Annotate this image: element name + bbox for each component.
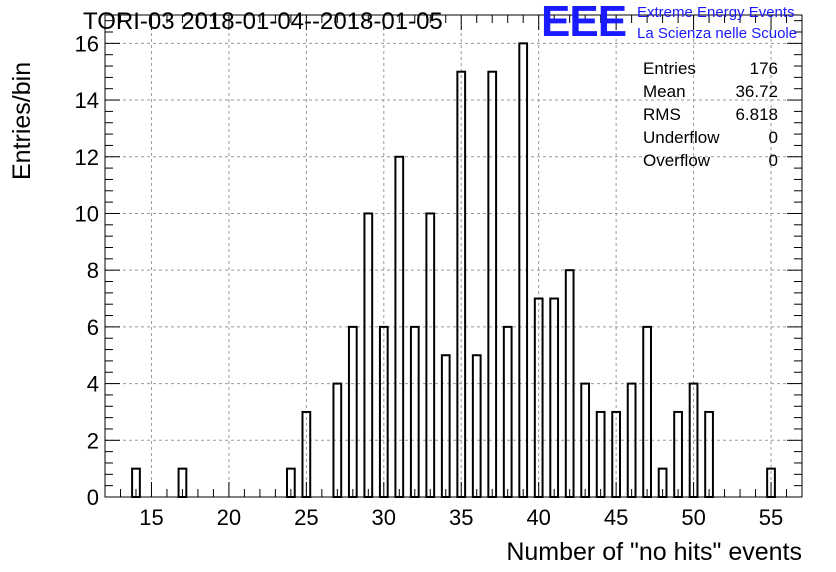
histogram-bar [425,212,436,498]
histogram-bar [363,212,374,498]
histogram-bar [595,410,606,498]
histogram-bar [502,325,513,498]
plot-frame [104,14,803,498]
histogram-bar [471,354,482,498]
x-tick-label: 25 [294,505,318,530]
histogram-bar [704,410,714,498]
x-tick-label: 30 [372,505,396,530]
y-tick-label: 4 [87,372,99,397]
x-tick-label: 45 [604,505,628,530]
y-tick-label: 10 [75,201,99,226]
eee-logo: EEE Extreme Energy Events La Scienza nel… [541,0,831,46]
stats-value-mean: 36.72 [735,82,778,101]
y-axis-label: Entries/bin [8,61,36,180]
x-axis-label: Number of "no hits" events [506,538,802,566]
stats-value-rms: 6.818 [735,105,778,124]
stats-value-overflow: 0 [768,151,778,170]
x-tick-label: 40 [526,505,550,530]
x-tick-label: 15 [139,505,163,530]
histogram-bar [549,297,560,498]
histogram-bar [347,325,358,498]
stats-label-overflow: Overflow [643,151,711,170]
stats-label-mean: Mean [643,82,686,101]
y-tick-label: 2 [87,428,99,453]
y-tick-label: 0 [87,485,99,510]
histogram-bar [440,354,451,498]
axis-tick-labels: 15 20 25 30 35 40 45 50 55 0 2 4 6 8 10 12 14 16 [75,31,784,530]
x-tick-label: 35 [449,505,473,530]
histogram-bar [642,325,652,498]
histogram-bar [487,70,498,499]
y-tick-label: 14 [75,88,99,113]
stats-label-entries: Entries [643,59,696,78]
x-tick-label: 50 [681,505,705,530]
stats-label-underflow: Underflow [643,128,720,147]
stats-label-rms: RMS [643,105,681,124]
chart-title: TORI-03 2018-01-04--2018-01-05 [83,8,443,35]
y-tick-label: 16 [75,31,99,56]
logo-subtitle-line1: Extreme Energy Events [637,4,795,21]
eee-logo-letters: EEE [541,0,627,46]
histogram-bar [673,410,683,498]
x-tick-label: 55 [759,505,783,530]
y-tick-label: 6 [87,315,99,340]
histogram-bar [409,325,420,498]
logo-subtitle-line2: La Scienza nelle Scuole [637,25,798,42]
axis-ticks [104,15,803,498]
x-tick-label: 20 [217,505,241,530]
stats-value-underflow: 0 [768,128,778,147]
stats-value-entries: 176 [749,59,778,78]
y-tick-label: 12 [75,145,99,170]
grid-lines [105,15,802,497]
y-tick-label: 8 [87,258,99,283]
